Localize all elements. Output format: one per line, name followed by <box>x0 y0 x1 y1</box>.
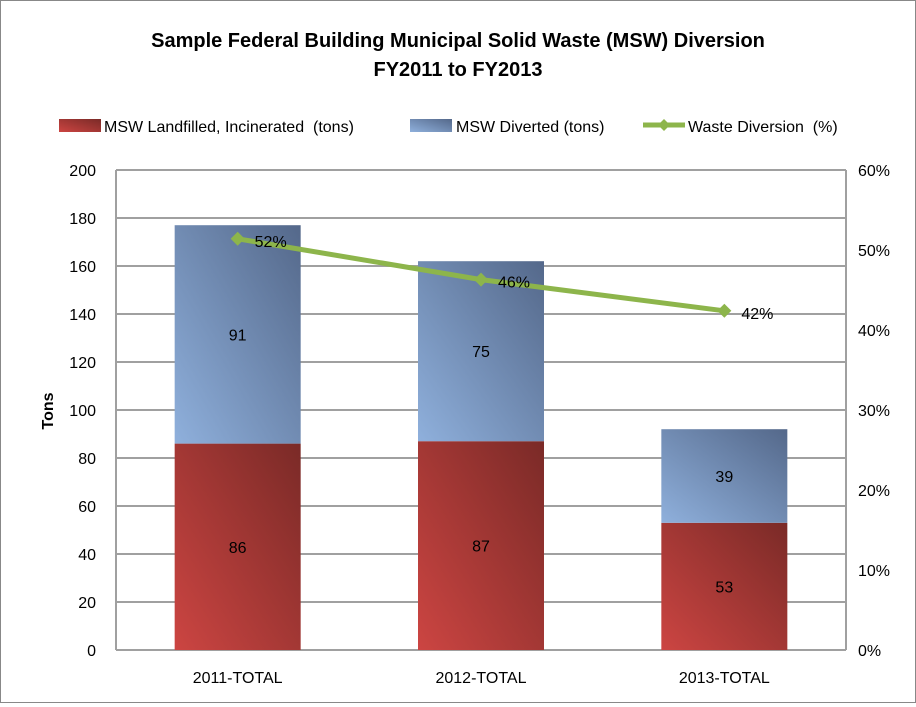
bar-landfilled <box>418 441 544 650</box>
data-label: 53 <box>715 579 733 596</box>
bar-landfilled <box>174 443 301 650</box>
y2-tick-label: 10% <box>858 563 890 580</box>
chart-title-line2: FY2011 to FY2013 <box>374 59 543 81</box>
legend: MSW Landfilled, Incinerated (tons) MSW D… <box>59 119 838 136</box>
y-tick-label: 0 <box>87 643 96 660</box>
y-tick-label: 140 <box>69 307 96 324</box>
y-tick-label: 180 <box>69 211 96 228</box>
y2-tick-label: 40% <box>858 323 890 340</box>
x-tick-label: 2012-TOTAL <box>435 670 526 687</box>
legend-label-diverted: MSW Diverted (tons) <box>456 119 604 136</box>
data-label: 86 <box>229 540 247 557</box>
line-data-label: 46% <box>498 275 530 292</box>
y-tick-label: 60 <box>78 499 96 516</box>
y2-tick-label: 30% <box>858 403 890 420</box>
y-tick-label: 40 <box>78 547 96 564</box>
x-tick-label: 2011-TOTAL <box>193 670 283 687</box>
data-label: 91 <box>229 327 247 344</box>
x-tick-label: 2013-TOTAL <box>679 670 770 687</box>
bar-landfilled <box>661 522 788 650</box>
line-point <box>717 303 732 318</box>
line-point <box>230 231 245 246</box>
data-label: 39 <box>715 469 733 486</box>
chart-title-line1: Sample Federal Building Municipal Solid … <box>151 30 765 52</box>
y-tick-label: 100 <box>69 403 96 420</box>
legend-label-diversion: Waste Diversion (%) <box>688 119 838 136</box>
legend-marker-diversion <box>658 119 670 131</box>
legend-swatch-diverted <box>410 119 452 132</box>
y-tick-label: 80 <box>78 451 96 468</box>
y-axis-label: Tons <box>40 392 57 429</box>
bar-diverted <box>174 225 301 444</box>
legend-swatch-landfilled <box>59 119 101 132</box>
y-tick-label: 20 <box>78 595 96 612</box>
y-tick-label: 200 <box>69 163 96 180</box>
y-tick-label: 120 <box>69 355 96 372</box>
data-label: 75 <box>472 344 490 361</box>
line-point <box>474 272 488 287</box>
line-data-label: 42% <box>741 306 773 323</box>
bar-diverted <box>661 429 788 523</box>
y2-tick-label: 50% <box>858 243 890 260</box>
y2-tick-label: 20% <box>858 483 890 500</box>
legend-label-landfilled: MSW Landfilled, Incinerated (tons) <box>104 119 354 136</box>
y2-tick-label: 0% <box>858 643 881 660</box>
y-tick-label: 160 <box>69 259 96 276</box>
bar-diverted <box>418 261 544 442</box>
line-data-label: 52% <box>255 234 287 251</box>
data-label: 87 <box>472 539 490 556</box>
y2-tick-label: 60% <box>858 163 890 180</box>
